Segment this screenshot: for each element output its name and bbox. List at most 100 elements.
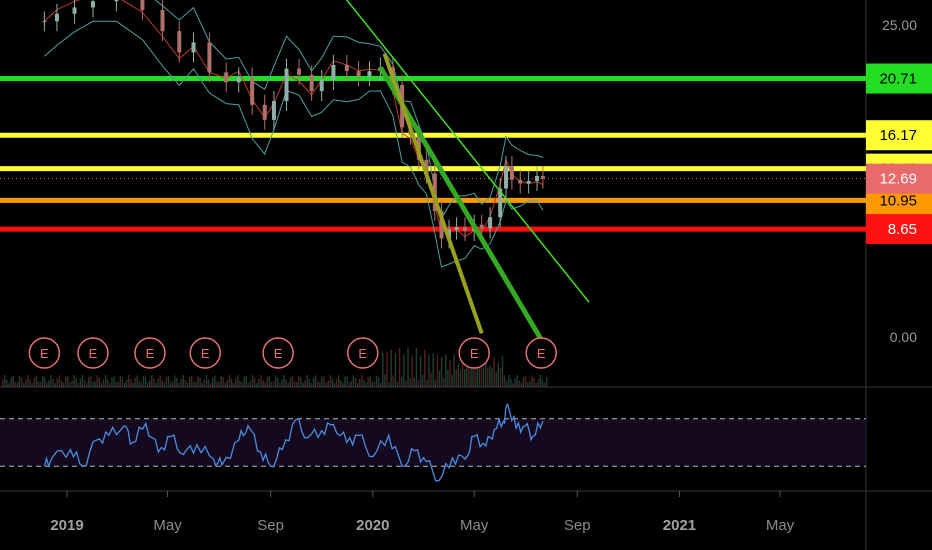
volume-bar <box>296 381 298 387</box>
volume-bar <box>424 350 426 387</box>
earnings-marker[interactable] <box>458 337 490 369</box>
volume-bar <box>102 379 105 387</box>
earnings-marker[interactable] <box>189 337 221 369</box>
volume-bar <box>54 382 56 387</box>
earnings-marker-label: E <box>537 346 546 361</box>
earnings-marker[interactable] <box>347 337 379 369</box>
volume-bar <box>46 382 48 387</box>
level-badge-16.17 <box>866 120 932 151</box>
volume-bar <box>527 382 529 387</box>
volume-bar <box>291 375 294 387</box>
volume-bar <box>161 380 163 387</box>
volume-bar <box>413 377 415 387</box>
volume-bar <box>149 380 151 387</box>
volume-bar <box>495 371 497 387</box>
current-price-badge-text: 12.69 <box>879 171 917 188</box>
volume-bar <box>56 378 58 387</box>
trendline-3[interactable] <box>382 53 484 334</box>
volume-bar <box>125 379 128 387</box>
price-candle <box>479 224 484 229</box>
volume-bar <box>94 381 96 387</box>
price-candle <box>42 21 47 23</box>
price-candle <box>535 176 540 182</box>
volume-bar <box>140 382 142 387</box>
level-badge-8.65 <box>866 214 932 245</box>
volume-bar <box>321 376 323 387</box>
volume-bar <box>422 374 424 387</box>
volume-bar <box>109 382 111 387</box>
price-candle <box>424 159 429 174</box>
x-tick-label: 2020 <box>356 517 389 534</box>
volume-bar <box>264 382 266 387</box>
earnings-marker[interactable] <box>525 337 557 369</box>
volume-bar <box>193 381 195 387</box>
x-tick-label: May <box>153 517 182 534</box>
volume-bar <box>123 382 126 387</box>
volume-bar <box>432 353 434 387</box>
volume-bar <box>308 379 310 387</box>
volume-bar <box>111 377 113 387</box>
volume-bar <box>384 374 386 387</box>
volume-bar <box>4 375 6 387</box>
volume-bar <box>304 379 306 387</box>
earnings-marker[interactable] <box>134 337 166 369</box>
volume-bar <box>52 378 54 387</box>
volume-bar <box>136 375 138 387</box>
volume-bar <box>212 377 214 387</box>
volume-bar <box>489 365 491 387</box>
price-candle <box>297 68 302 75</box>
volume-bar <box>79 378 82 387</box>
volume-bar <box>20 377 23 387</box>
volume-bar <box>440 356 443 387</box>
volume-bar <box>268 375 271 387</box>
volume-bar <box>346 376 348 387</box>
volume-bar <box>174 375 176 387</box>
volume-bar <box>501 356 504 387</box>
volume-bar <box>230 378 233 387</box>
volume-bar <box>394 353 397 387</box>
volume-bar <box>220 375 222 387</box>
volume-bar <box>522 376 525 387</box>
volume-bar <box>398 347 401 387</box>
earnings-marker[interactable] <box>77 337 109 369</box>
volume-bar <box>518 380 520 387</box>
volume-bar <box>58 375 61 387</box>
volume-bar <box>382 352 384 387</box>
volume-bar <box>352 375 355 387</box>
volume-bar <box>298 375 300 387</box>
earnings-marker[interactable] <box>28 337 61 369</box>
volume-bar <box>73 375 75 387</box>
price-candle <box>224 72 229 83</box>
volume-bar <box>180 379 182 387</box>
volume-bar <box>277 377 279 387</box>
volume-bar <box>270 381 273 387</box>
earnings-marker-label: E <box>89 346 98 361</box>
volume-bar <box>457 363 460 387</box>
volume-bar <box>510 378 512 387</box>
volume-bar <box>176 377 178 387</box>
volume-bar <box>508 375 510 387</box>
earnings-marker[interactable] <box>262 337 294 369</box>
volume-bar <box>50 375 52 387</box>
volume-bar <box>165 376 168 387</box>
volume-bar <box>333 382 336 387</box>
volume-bar <box>466 365 468 387</box>
volume-bar <box>306 375 308 387</box>
volume-bar <box>319 382 321 387</box>
volume-bar <box>537 379 539 387</box>
volume-bar <box>128 375 130 387</box>
price-candle <box>309 74 314 92</box>
volume-bar <box>134 377 136 387</box>
volume-bar <box>403 354 405 387</box>
volume-bar <box>203 379 205 387</box>
volume-bar <box>188 377 191 387</box>
volume-bar <box>512 382 514 387</box>
bollinger-lower <box>44 20 544 268</box>
volume-bar <box>167 376 170 387</box>
volume-bar <box>325 382 327 387</box>
trendline-1[interactable] <box>322 0 590 303</box>
volume-bar <box>405 380 407 387</box>
volume-bar <box>417 379 420 387</box>
volume-bar <box>100 382 103 387</box>
